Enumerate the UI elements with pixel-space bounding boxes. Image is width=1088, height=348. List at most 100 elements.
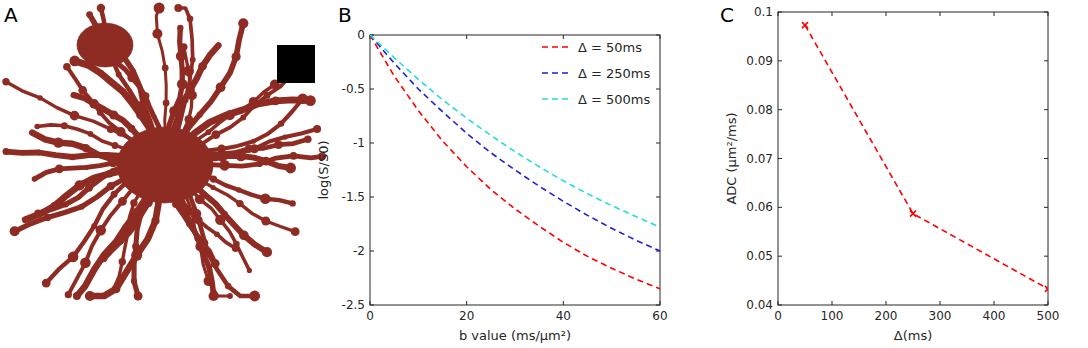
varicosity xyxy=(79,204,85,210)
panel-label: A xyxy=(4,3,18,27)
y-tick xyxy=(778,305,782,306)
varicosity xyxy=(42,279,51,288)
varicosity xyxy=(97,4,105,12)
varicosity xyxy=(187,15,194,22)
y-tick-label: 0 xyxy=(357,28,365,42)
varicosity xyxy=(125,229,131,235)
process xyxy=(187,85,275,150)
x-tick xyxy=(563,301,564,305)
varicosity xyxy=(232,245,239,252)
process xyxy=(113,178,150,290)
varicosity xyxy=(183,66,194,77)
x-tick-label: 200 xyxy=(875,309,898,323)
plot-frame xyxy=(370,35,660,305)
varicosity xyxy=(271,97,280,106)
varicosity xyxy=(285,163,296,174)
process xyxy=(189,139,307,155)
varicosity xyxy=(110,168,115,173)
varicosity xyxy=(260,193,271,204)
x-tick xyxy=(940,301,941,305)
cell-render xyxy=(2,3,326,302)
y-axis-label: ADC (μm²/ms) xyxy=(724,112,739,204)
varicosity xyxy=(163,100,170,107)
process xyxy=(168,182,215,264)
y-tick xyxy=(778,256,782,257)
varicosity xyxy=(247,268,252,273)
x-tick-label: 40 xyxy=(556,309,571,323)
varicosity xyxy=(198,238,208,248)
varicosity xyxy=(239,231,249,241)
y-tick-label: 0.09 xyxy=(746,54,773,68)
varicosity xyxy=(236,187,241,192)
marker xyxy=(910,211,916,217)
varicosity xyxy=(109,110,118,119)
varicosity xyxy=(262,247,272,257)
process xyxy=(6,82,145,147)
varicosity xyxy=(91,223,97,229)
varicosity xyxy=(68,252,79,263)
varicosity xyxy=(118,197,127,206)
varicosity xyxy=(80,258,91,269)
varicosity xyxy=(119,258,126,265)
y-tick xyxy=(778,158,782,159)
process xyxy=(116,62,163,138)
marker xyxy=(802,22,808,28)
y-tick xyxy=(370,89,374,90)
varicosity xyxy=(63,63,71,71)
varicosity xyxy=(172,201,180,209)
y-tick xyxy=(656,143,660,144)
series-line xyxy=(370,35,660,251)
varicosity xyxy=(240,115,246,121)
varicosity xyxy=(55,165,64,174)
varicosity xyxy=(238,18,248,28)
varicosity xyxy=(132,243,139,250)
varicosity xyxy=(61,122,68,129)
varicosity xyxy=(127,73,136,82)
x-tick xyxy=(466,35,467,39)
y-tick xyxy=(1044,305,1048,306)
varicosity xyxy=(152,29,162,39)
marker xyxy=(1045,286,1048,292)
varicosity xyxy=(65,291,72,298)
process xyxy=(181,177,249,271)
varicosity xyxy=(63,201,69,207)
y-tick xyxy=(1044,12,1048,13)
varicosity xyxy=(10,226,20,236)
legend-swatch xyxy=(542,72,572,74)
legend-label: Δ = 500ms xyxy=(578,92,651,107)
y-tick xyxy=(1044,207,1048,208)
varicosity xyxy=(249,291,260,302)
y-tick xyxy=(778,109,782,110)
varicosity xyxy=(98,70,104,76)
varicosity xyxy=(264,92,271,99)
plot-frame xyxy=(778,12,1048,305)
varicosity xyxy=(232,52,241,61)
x-tick-label: 100 xyxy=(821,309,844,323)
varicosity xyxy=(34,124,40,130)
varicosity xyxy=(141,92,149,100)
varicosity xyxy=(291,227,300,236)
x-tick xyxy=(994,301,995,305)
varicosity xyxy=(162,65,169,72)
x-tick xyxy=(778,301,779,305)
process xyxy=(188,169,293,203)
varicosity xyxy=(183,97,189,103)
x-axis-label: b value (ms/μm²) xyxy=(459,328,571,343)
varicosity xyxy=(133,208,141,216)
varicosity xyxy=(36,150,42,156)
process xyxy=(35,162,141,179)
varicosity xyxy=(180,43,187,50)
varicosity xyxy=(290,152,298,160)
varicosity xyxy=(205,129,211,135)
varicosity xyxy=(261,217,270,226)
varicosity xyxy=(151,217,159,225)
process xyxy=(156,8,166,138)
varicosity xyxy=(91,267,97,273)
process xyxy=(37,125,141,154)
varicosity xyxy=(278,120,284,126)
x-axis-label: Δ(ms) xyxy=(894,328,932,343)
x-tick xyxy=(466,301,467,305)
varicosity xyxy=(195,194,205,204)
y-tick xyxy=(370,251,374,252)
y-tick-label: -2 xyxy=(353,244,365,258)
